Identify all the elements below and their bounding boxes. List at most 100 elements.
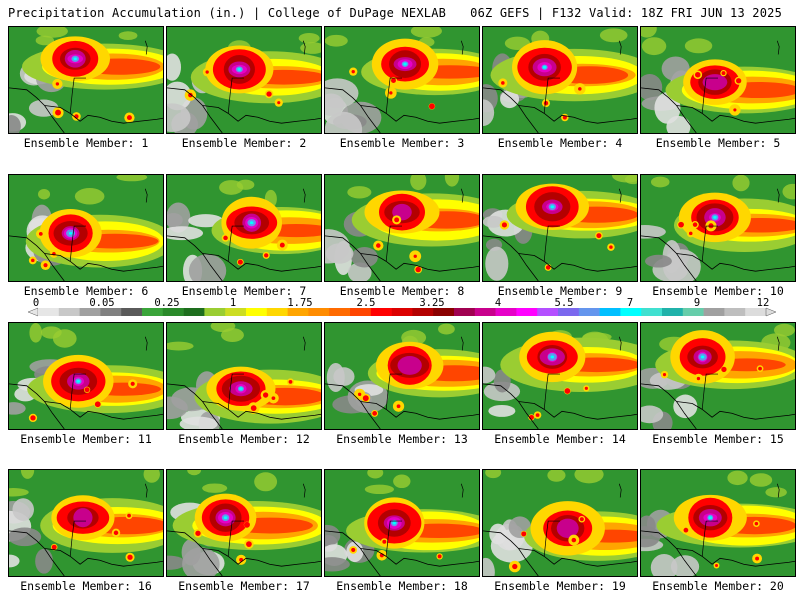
- colorbar-tick-label: 0: [33, 298, 39, 309]
- colorbar-swatch: [662, 308, 684, 316]
- ensemble-member-label: Ensemble Member: 7: [181, 284, 307, 298]
- colorbar-swatch: [433, 308, 455, 316]
- ensemble-member-label: Ensemble Member: 15: [652, 432, 784, 446]
- precip-field: [325, 175, 479, 281]
- precip-field: [641, 175, 795, 281]
- colorbar-swatch: [578, 308, 600, 316]
- ensemble-member-map-1: [8, 26, 164, 134]
- ensemble-member-map-15: [640, 322, 796, 430]
- ensemble-member-map-11: [8, 322, 164, 430]
- colorbar-swatch: [225, 308, 247, 316]
- colorbar-swatch: [308, 308, 330, 316]
- header: Precipitation Accumulation (in.) | Colle…: [0, 0, 800, 24]
- ensemble-member-label: Ensemble Member: 18: [336, 579, 468, 593]
- colorbar-tick-label: 4: [495, 298, 501, 309]
- ensemble-member-label: Ensemble Member: 16: [20, 579, 152, 593]
- colorbar-swatch: [142, 308, 164, 316]
- run-valid-time: 06Z GEFS | F132 Valid: 18Z FRI JUN 13 20…: [470, 6, 782, 20]
- colorbar-tick-label: 0.05: [89, 298, 114, 309]
- colorbar-tick-label: 1: [230, 298, 236, 309]
- ensemble-member-label: Ensemble Member: 20: [652, 579, 784, 593]
- colorbar-swatch: [724, 308, 746, 316]
- ensemble-member-map-20: [640, 469, 796, 577]
- colorbar-swatch: [100, 308, 122, 316]
- ensemble-member-map-18: [324, 469, 480, 577]
- precip-field: [9, 175, 163, 281]
- precip-field: [167, 470, 321, 576]
- colorbar-swatch: [454, 308, 476, 316]
- colorbar-tick-label: 7: [627, 298, 633, 309]
- precip-field: [325, 323, 479, 429]
- colorbar-left-arrow: [27, 307, 39, 317]
- colorbar-swatch: [246, 308, 268, 316]
- ensemble-member-map-13: [324, 322, 480, 430]
- ensemble-member-label: Ensemble Member: 10: [652, 284, 784, 298]
- precip-field: [641, 27, 795, 133]
- ensemble-member-label: Ensemble Member: 13: [336, 432, 468, 446]
- precip-field: [167, 175, 321, 281]
- colorbar-swatch: [266, 308, 288, 316]
- ensemble-member-map-8: [324, 174, 480, 282]
- ensemble-member-map-2: [166, 26, 322, 134]
- colorbar-swatch: [412, 308, 434, 316]
- colorbar-swatch: [745, 308, 767, 316]
- colorbar-swatch: [79, 308, 101, 316]
- colorbar-swatch: [162, 308, 184, 316]
- precip-field: [483, 175, 637, 281]
- colorbar-tick-label: 2.5: [357, 298, 376, 309]
- colorbar-tick-label: 1.75: [287, 298, 312, 309]
- precip-field: [641, 323, 795, 429]
- ensemble-member-label: Ensemble Member: 1: [23, 136, 149, 150]
- precip-field: [483, 27, 637, 133]
- ensemble-member-map-10: [640, 174, 796, 282]
- ensemble-member-map-16: [8, 469, 164, 577]
- colorbar-swatch: [391, 308, 413, 316]
- ensemble-member-map-7: [166, 174, 322, 282]
- precip-field: [9, 323, 163, 429]
- colorbar-swatch: [537, 308, 559, 316]
- ensemble-member-label: Ensemble Member: 19: [494, 579, 626, 593]
- precip-field: [167, 323, 321, 429]
- ensemble-member-label: Ensemble Member: 9: [497, 284, 623, 298]
- colorbar-swatch: [204, 308, 226, 316]
- colorbar-swatch: [58, 308, 80, 316]
- colorbar-tick-label: 5.5: [555, 298, 574, 309]
- ensemble-member-label: Ensemble Member: 12: [178, 432, 310, 446]
- colorbar-tick-label: 12: [757, 298, 770, 309]
- colorbar-swatch: [350, 308, 372, 316]
- ensemble-member-label: Ensemble Member: 5: [655, 136, 781, 150]
- ensemble-member-map-3: [324, 26, 480, 134]
- colorbar-swatch: [703, 308, 725, 316]
- colorbar-swatch: [599, 308, 621, 316]
- ensemble-member-label: Ensemble Member: 14: [494, 432, 626, 446]
- colorbar-swatch: [329, 308, 351, 316]
- colorbar-swatch: [121, 308, 143, 316]
- colorbar-swatch: [370, 308, 392, 316]
- colorbar-swatch: [641, 308, 663, 316]
- colorbar-swatch: [474, 308, 496, 316]
- precip-field: [325, 470, 479, 576]
- ensemble-member-label: Ensemble Member: 3: [339, 136, 465, 150]
- ensemble-member-label: Ensemble Member: 4: [497, 136, 623, 150]
- ensemble-member-label: Ensemble Member: 2: [181, 136, 307, 150]
- colorbar-swatch: [620, 308, 642, 316]
- colorbar-swatch: [516, 308, 538, 316]
- precip-field: [9, 470, 163, 576]
- ensemble-member-map-5: [640, 26, 796, 134]
- colorbar-swatch: [287, 308, 309, 316]
- ensemble-member-label: Ensemble Member: 6: [23, 284, 149, 298]
- precip-field: [9, 27, 163, 133]
- ensemble-member-label: Ensemble Member: 8: [339, 284, 465, 298]
- ensemble-member-map-6: [8, 174, 164, 282]
- colorbar-swatch: [183, 308, 205, 316]
- ensemble-member-map-14: [482, 322, 638, 430]
- ensemble-member-map-17: [166, 469, 322, 577]
- colorbar-swatch: [682, 308, 704, 316]
- ensemble-member-label: Ensemble Member: 11: [20, 432, 152, 446]
- precip-field: [483, 470, 637, 576]
- colorbar-swatch: [38, 308, 60, 316]
- colorbar-tick-label: 9: [694, 298, 700, 309]
- colorbar-tick-label: 3.25: [419, 298, 444, 309]
- colorbar-right-arrow: [765, 307, 777, 317]
- precipitation-colorbar: 0 0.05 0.25 1 1.75 2.5 3.25 4 5.5 7 9 12: [0, 298, 800, 320]
